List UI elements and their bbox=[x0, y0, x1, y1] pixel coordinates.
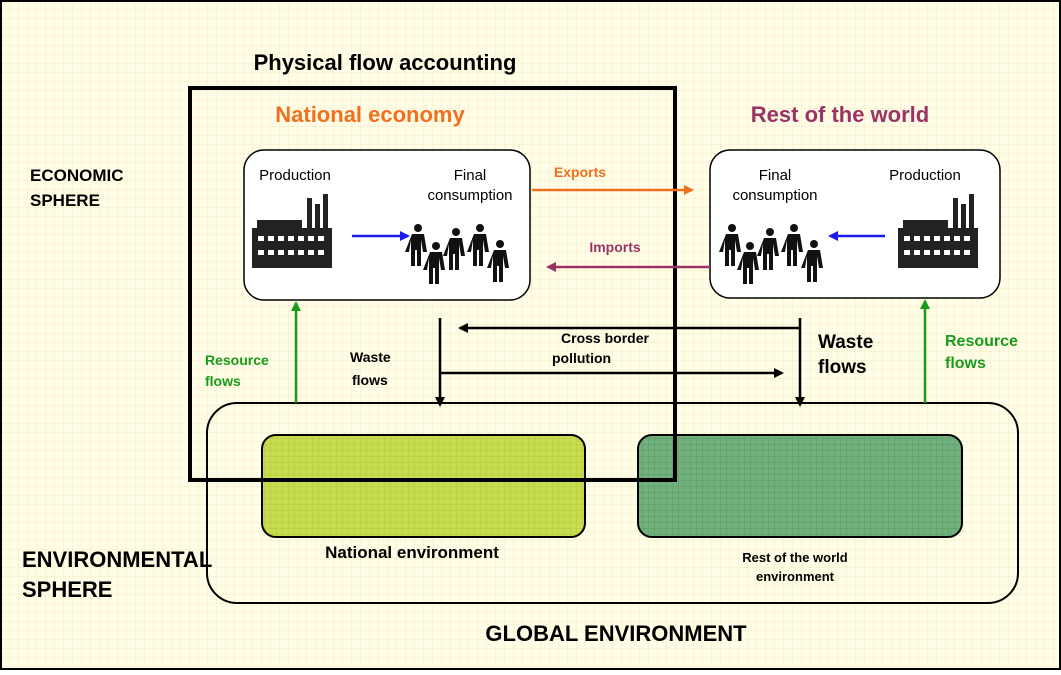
national-environment-box bbox=[262, 435, 585, 537]
label: Rest of the world bbox=[742, 550, 848, 565]
label: Final bbox=[454, 167, 487, 184]
label: Imports bbox=[589, 239, 641, 255]
rest-environment-box bbox=[638, 435, 962, 537]
label: Production bbox=[259, 167, 331, 184]
label: Resource bbox=[205, 352, 269, 368]
heading: Rest of the world bbox=[751, 102, 929, 127]
label: environment bbox=[756, 569, 835, 584]
label: consumption bbox=[732, 187, 817, 204]
label: flows bbox=[818, 357, 867, 378]
label: consumption bbox=[427, 187, 512, 204]
label: flows bbox=[352, 372, 388, 388]
title: Physical flow accounting bbox=[254, 50, 517, 75]
label: Cross border bbox=[561, 330, 649, 346]
label: Exports bbox=[554, 164, 606, 180]
label: pollution bbox=[552, 350, 611, 366]
label: Production bbox=[889, 167, 961, 184]
label: ECONOMIC bbox=[30, 166, 124, 185]
label: SPHERE bbox=[22, 577, 112, 602]
label: ENVIRONMENTAL bbox=[22, 547, 212, 572]
label: National environment bbox=[325, 543, 499, 562]
label: Waste bbox=[818, 332, 873, 353]
label: Waste bbox=[350, 349, 391, 365]
heading: National economy bbox=[275, 102, 465, 127]
label: flows bbox=[205, 373, 241, 389]
label: GLOBAL ENVIRONMENT bbox=[485, 621, 747, 646]
label: SPHERE bbox=[30, 191, 100, 210]
label: Resource bbox=[945, 333, 1018, 350]
diagram: Physical flow accounting National econom… bbox=[0, 0, 1061, 670]
label: flows bbox=[945, 355, 986, 372]
label: Final bbox=[759, 167, 792, 184]
